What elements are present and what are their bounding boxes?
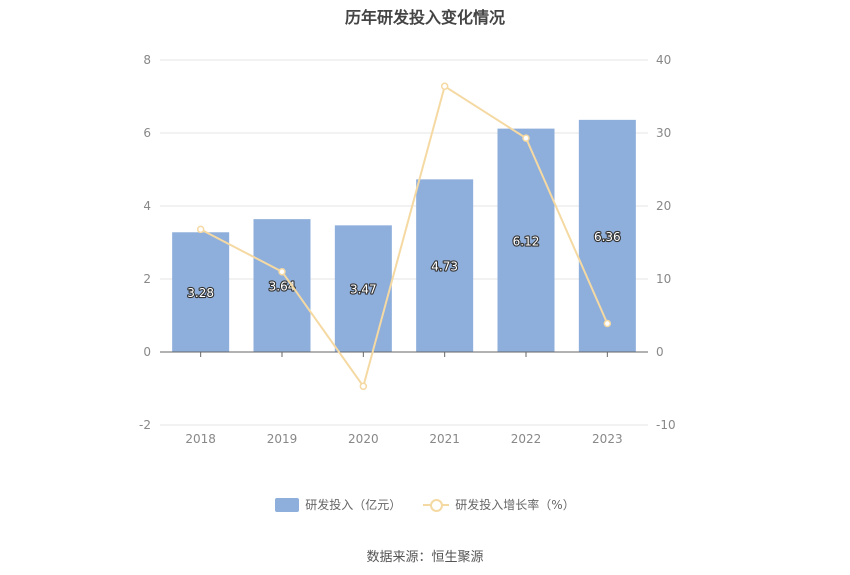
growth-rate-point (279, 269, 285, 275)
growth-rate-point (198, 226, 204, 232)
y-left-tick-label: 6 (143, 126, 151, 140)
legend-bar-swatch (275, 498, 299, 512)
legend-line-swatch (423, 498, 449, 512)
x-tick-label: 2021 (429, 432, 460, 446)
growth-rate-point (604, 321, 610, 327)
chart-legend: 研发投入（亿元） 研发投入增长率（%） (0, 496, 850, 513)
y-left-tick-label: 8 (143, 53, 151, 67)
x-tick-label: 2019 (267, 432, 298, 446)
y-right-tick-label: 0 (656, 345, 664, 359)
legend-item-bar[interactable]: 研发投入（亿元） (275, 496, 401, 513)
growth-rate-point (360, 383, 366, 389)
bar-value-label: 6.12 (513, 234, 540, 248)
growth-rate-point (523, 135, 529, 141)
growth-rate-point (442, 83, 448, 89)
bar-value-label: 3.28 (187, 286, 214, 300)
x-tick-label: 2023 (592, 432, 623, 446)
y-left-tick-label: -2 (139, 418, 151, 432)
x-tick-label: 2018 (185, 432, 216, 446)
bar-value-label: 3.47 (350, 283, 377, 297)
bar-value-label: 6.36 (594, 230, 621, 244)
y-left-tick-label: 4 (143, 199, 151, 213)
legend-item-line[interactable]: 研发投入增长率（%） (423, 496, 574, 513)
y-right-tick-label: 30 (656, 126, 671, 140)
y-right-tick-label: -10 (656, 418, 676, 432)
y-right-tick-label: 10 (656, 272, 671, 286)
data-source-note: 数据来源：恒生聚源 (0, 546, 850, 565)
y-left-tick-label: 0 (143, 345, 151, 359)
y-right-tick-label: 40 (656, 53, 671, 67)
x-tick-label: 2020 (348, 432, 379, 446)
legend-line-label: 研发投入增长率（%） (455, 496, 574, 513)
y-right-tick-label: 20 (656, 199, 671, 213)
x-tick-label: 2022 (511, 432, 542, 446)
legend-bar-label: 研发投入（亿元） (305, 496, 401, 513)
bar-value-label: 4.73 (431, 260, 458, 274)
y-left-tick-label: 2 (143, 272, 151, 286)
